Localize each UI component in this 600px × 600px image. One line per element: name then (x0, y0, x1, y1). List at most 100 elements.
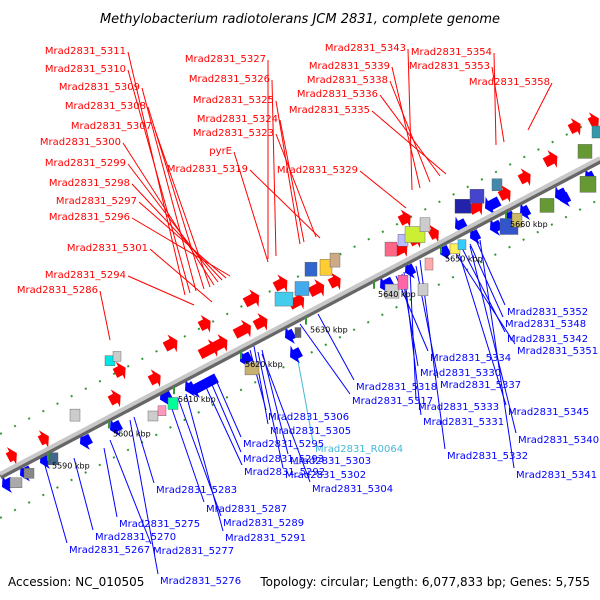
gene-box-17 (384, 241, 398, 257)
bottom-label-leader (215, 379, 242, 438)
gene-box-25 (457, 239, 467, 250)
gene-box-33 (579, 176, 597, 193)
bottom-label-leader (479, 239, 515, 469)
bottom-gene-label: Mrad2831_5305 (270, 426, 351, 437)
bottom-label-leader (317, 313, 355, 381)
reverse-gene-21-shape (455, 216, 468, 235)
top-label-leader (491, 66, 505, 143)
bottom-gene-label: Mrad2831_5292 (244, 467, 325, 478)
forward-gene-1-shape (5, 447, 17, 465)
forward-gene-8-shape (252, 313, 268, 331)
track-guides (0, 116, 600, 519)
gene-box-23 (424, 257, 434, 271)
bottom-gene-label: Mrad2831_5318 (356, 382, 437, 393)
top-gene-label: Mrad2831_5307 (71, 121, 152, 132)
bottom-gene-label: Mrad2831_5283 (156, 485, 237, 496)
top-label-leader (99, 290, 111, 341)
top-label-leader (407, 48, 413, 191)
gene-box-28 (491, 178, 503, 191)
reverse-gene-8-shape (190, 373, 219, 398)
forward-gene-14-shape (427, 224, 439, 243)
top-gene-label: Mrad2831_5326 (189, 74, 270, 85)
top-label-leader (279, 119, 305, 243)
forward-gene-24-shape (397, 209, 411, 228)
bottom-label-leader (299, 323, 351, 395)
bottom-label-leader (169, 402, 205, 503)
top-label-leader (149, 248, 213, 303)
bottom-gene-label: Mrad2831_5277 (153, 546, 234, 557)
forward-gene-10-shape (307, 279, 325, 298)
gene-box-8 (157, 405, 167, 416)
gene-box-5 (112, 351, 122, 362)
top-gene-label: Mrad2831_5319 (167, 164, 248, 175)
gene-box-1 (9, 477, 23, 488)
bottom-gene-label: Mrad2831_5340 (518, 435, 599, 446)
reverse-gene-22-shape (485, 196, 502, 215)
forward-gene-4-shape (147, 369, 161, 387)
forward-gene-4 (147, 369, 161, 387)
top-label-leader (127, 163, 219, 283)
forward-gene-26 (587, 112, 599, 131)
bottom-label-leader (253, 345, 269, 425)
top-label-leader (359, 170, 407, 209)
top-gene-label: Mrad2831_5354 (411, 47, 492, 58)
top-gene-label: Mrad2831_5329 (277, 165, 358, 176)
bottom-strand-labels: Mrad2831_5352Mrad2831_5348Mrad2831_5342M… (69, 307, 599, 587)
scale-tick-label: 5650 kbp (445, 254, 483, 263)
bottom-gene-label: Mrad2831_5295 (243, 439, 324, 450)
reverse-gene-14 (470, 226, 482, 245)
top-gene-label: Mrad2831_5294 (45, 270, 126, 281)
bottom-gene-label: Mrad2831_5333 (418, 402, 499, 413)
top-strand-labels: Mrad2831_5311 Mrad2831_5310 Mrad2831_5309 M… (17, 43, 550, 296)
genome-axis (0, 156, 600, 480)
bottom-gene-label: Mrad2831_5304 (312, 484, 393, 495)
reverse-gene-12 (405, 260, 417, 279)
forward-gene-18-shape (542, 150, 558, 168)
top-label-leader (131, 183, 223, 281)
bottom-label-leader (43, 461, 68, 544)
forward-gene-7-shape (232, 319, 251, 339)
forward-gene-7 (232, 319, 251, 339)
top-gene-label: Mrad2831_5358 (469, 77, 550, 88)
bottom-gene-label: Mrad2831_5341 (516, 470, 597, 481)
bottom-gene-label: Mrad2831_5275 (119, 519, 200, 530)
bottom-label-leader (295, 349, 314, 443)
reverse-gene-19 (560, 189, 572, 207)
forward-gene-16 (497, 184, 511, 203)
top-gene-label: Mrad2831_5296 (49, 212, 130, 223)
map-title: Methylobacterium radiotolerans JCM 2831,… (100, 12, 500, 27)
scale-tick-label: 5640 kbp (378, 290, 416, 299)
top-gene-label: Mrad2831_5311 (45, 46, 126, 57)
bottom-gene-label: Mrad2831_R0064 (315, 444, 403, 455)
reverse-gene-13 (440, 242, 452, 261)
bottom-label-leader (185, 393, 224, 532)
reverse-gene-13-shape (440, 242, 452, 261)
gene-box-9 (167, 397, 179, 410)
bottom-label-leader (261, 349, 289, 455)
bottom-gene-label: Mrad2831_5289 (223, 518, 304, 529)
reverse-gene-19-shape (560, 189, 572, 207)
top-label-leader (122, 142, 215, 286)
bottom-gene-label: Mrad2831_5352 (507, 307, 588, 318)
top-gene-label: Mrad2831_5335 (289, 105, 370, 116)
forward-gene-23 (272, 274, 288, 293)
gene-box-27 (469, 189, 485, 204)
top-gene-label: Mrad2831_5299 (45, 158, 126, 169)
bottom-gene-label: Mrad2831_5302 (285, 470, 366, 481)
bottom-gene-label: Mrad2831_5351 (517, 346, 598, 357)
bottom-label-leader (454, 251, 516, 345)
forward-gene-16-shape (497, 184, 511, 203)
bottom-gene-label: Mrad2831_5334 (430, 353, 511, 364)
outer-top-guide (0, 116, 600, 435)
top-label-leader (271, 79, 277, 257)
forward-gene-19 (112, 361, 126, 380)
top-label-leader (379, 94, 441, 177)
top-gene-label: Mrad2831_5323 (193, 128, 274, 139)
bottom-gene-label: Mrad2831_5276 (160, 576, 241, 587)
gene-box-10 (244, 362, 260, 376)
label-leader-lines (43, 48, 553, 575)
reverse-gene-8 (190, 373, 219, 398)
top-label-leader (493, 52, 497, 146)
top-gene-label: Mrad2831_5338 (307, 75, 388, 86)
